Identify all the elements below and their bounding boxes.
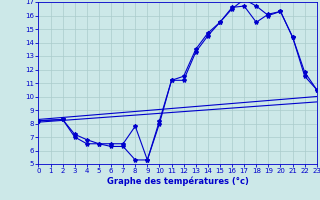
X-axis label: Graphe des températures (°c): Graphe des températures (°c) (107, 177, 249, 186)
